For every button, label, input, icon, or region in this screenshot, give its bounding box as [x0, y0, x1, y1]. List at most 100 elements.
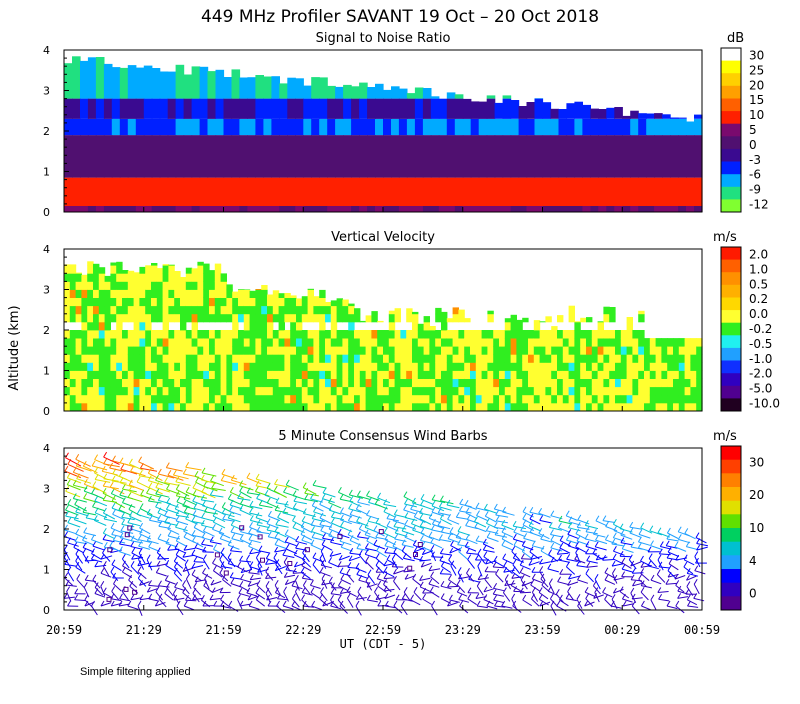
wind-barb-flag — [259, 546, 262, 551]
velocity-cell — [598, 387, 604, 396]
velocity-cell — [360, 354, 366, 363]
snr-cell — [598, 135, 607, 178]
snr-cell — [503, 178, 512, 206]
colorbar-swatch — [721, 73, 741, 86]
wind-barb — [331, 594, 342, 595]
wind-barb — [65, 564, 76, 566]
velocity-cell — [255, 289, 261, 290]
velocity-cell — [389, 314, 395, 323]
velocity-cell — [424, 316, 430, 322]
wind-barb-flag — [77, 574, 80, 579]
snr-cell — [574, 206, 583, 212]
snr-cell — [630, 178, 639, 206]
wind-barb-flag — [214, 601, 217, 606]
snr-cell — [327, 99, 336, 119]
velocity-cell — [371, 314, 377, 323]
velocity-cell — [209, 290, 215, 299]
velocity-cell — [308, 338, 314, 347]
velocity-cell — [447, 379, 453, 388]
velocity-cell — [87, 362, 93, 371]
wind-barb-flag — [414, 587, 417, 592]
wind-barb — [228, 499, 241, 504]
wind-barb-flag — [440, 556, 443, 561]
velocity-cell — [64, 354, 70, 363]
velocity-cell — [163, 264, 169, 265]
snr-cell — [96, 206, 105, 212]
wind-barb — [558, 582, 569, 585]
snr-plot-area — [64, 56, 703, 212]
snr-cell — [232, 206, 241, 212]
snr-cell — [407, 119, 416, 135]
wind-barb — [493, 594, 504, 596]
wind-barb-flag — [195, 471, 198, 476]
snr-cell — [367, 99, 376, 119]
snr-cell — [200, 99, 209, 119]
velocity-cell — [557, 387, 563, 396]
velocity-cell — [574, 330, 580, 339]
wind-barb-flag — [210, 490, 213, 495]
velocity-cell — [609, 330, 615, 339]
wind-barb-flag — [131, 466, 134, 471]
snr-cell — [271, 135, 280, 178]
snr-cell — [423, 135, 432, 178]
snr-cell — [128, 135, 137, 178]
velocity-cell — [458, 362, 464, 371]
velocity-cell — [592, 387, 598, 396]
snr-cell — [614, 107, 623, 119]
wind-barb-flag — [250, 501, 253, 506]
snr-cell — [399, 89, 408, 99]
wind-barb-flag — [177, 497, 180, 502]
velocity-cell — [93, 403, 99, 412]
velocity-cell — [366, 387, 372, 396]
velocity-cell — [319, 354, 325, 363]
wind-barb — [384, 512, 396, 518]
wind-barb-flag — [103, 588, 106, 593]
snr-cell — [646, 206, 655, 212]
velocity-cell — [337, 346, 343, 355]
velocity-cell — [412, 346, 418, 355]
wind-barb — [520, 592, 531, 593]
velocity-cell — [534, 403, 540, 412]
snr-cell — [335, 178, 344, 206]
wind-barb-flag — [439, 535, 442, 540]
snr-cell — [295, 78, 304, 98]
velocity-cell — [226, 403, 232, 412]
wind-barb — [141, 495, 155, 500]
velocity-cell — [505, 395, 511, 404]
velocity-cell — [70, 403, 76, 412]
velocity-cell — [482, 338, 488, 347]
wind-barb-flag — [241, 574, 244, 579]
velocity-cell — [192, 322, 198, 331]
wind-barb — [513, 606, 522, 613]
velocity-cell — [371, 330, 377, 339]
velocity-cell — [615, 387, 621, 396]
velocity-cell — [296, 306, 302, 315]
velocity-cell — [244, 387, 250, 396]
velocity-cell — [284, 362, 290, 371]
snr-cell — [152, 99, 161, 119]
velocity-cell — [429, 330, 435, 339]
wind-barb-flag — [156, 568, 159, 573]
velocity-cell — [197, 265, 203, 274]
wind-barb — [166, 565, 176, 571]
velocity-cell — [319, 371, 325, 380]
velocity-cell — [331, 314, 337, 323]
wind-barb-flag — [638, 543, 641, 548]
snr-cell — [271, 178, 280, 206]
velocity-cell — [76, 298, 82, 307]
wind-barb — [321, 551, 325, 562]
velocity-cell — [412, 387, 418, 396]
wind-barb — [566, 599, 577, 601]
velocity-cell — [279, 322, 285, 331]
velocity-cell — [232, 371, 238, 380]
velocity-cell — [250, 395, 256, 404]
wind-barb-flag — [641, 601, 644, 606]
velocity-cell — [366, 362, 372, 371]
snr-cell — [487, 135, 496, 178]
snr-cell — [566, 178, 575, 206]
velocity-cell — [139, 281, 145, 290]
velocity-cell — [470, 354, 476, 363]
velocity-cell — [139, 330, 145, 339]
wind-barb-flag — [378, 493, 381, 498]
velocity-cell — [203, 298, 209, 307]
